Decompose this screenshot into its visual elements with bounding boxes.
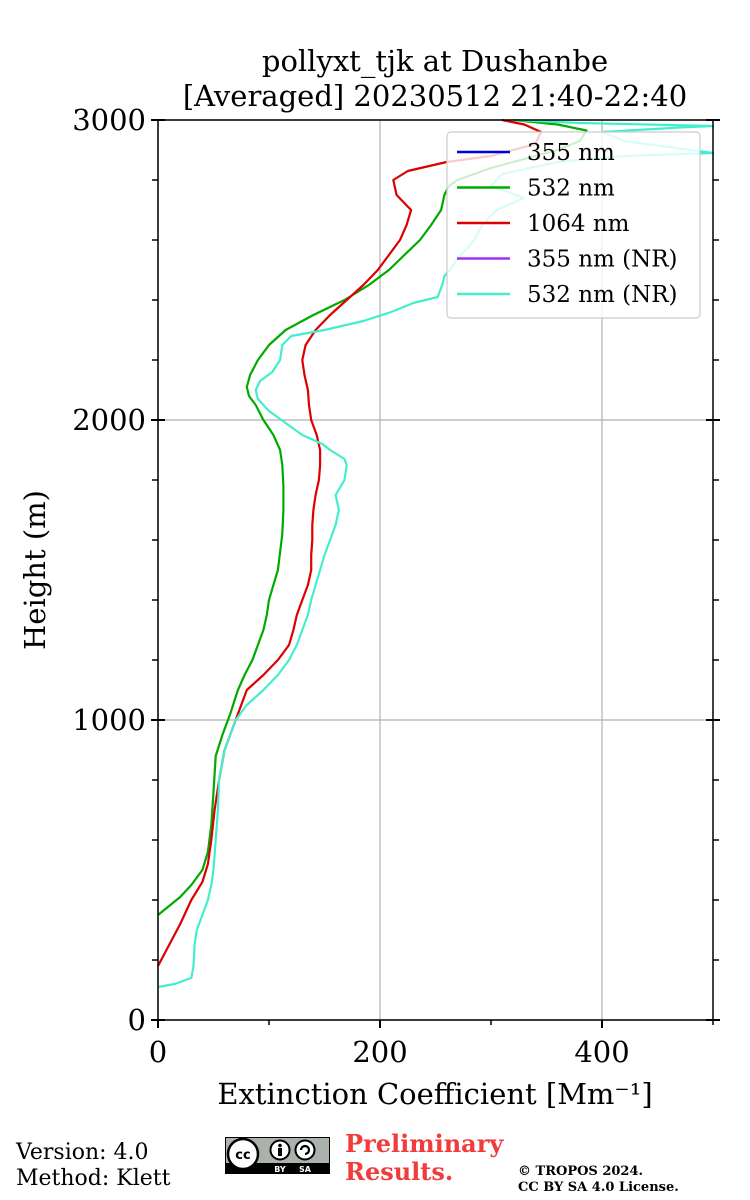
y-tick-label: 2000 xyxy=(72,403,146,437)
copyright-line2: CC BY SA 4.0 License. xyxy=(518,1180,679,1195)
y-tick-label: 0 xyxy=(128,1003,146,1037)
version-text: Version: 4.0 xyxy=(16,1140,149,1165)
legend-label: 532 nm xyxy=(527,176,615,202)
y-tick-label: 1000 xyxy=(72,703,146,737)
cc-icon xyxy=(226,1137,260,1171)
preliminary-label-line2: Results. xyxy=(345,1157,454,1186)
legend: 355 nm 532 nm 1064 nm 355 nm (NR) 532 nm (NR… xyxy=(446,131,701,319)
legend-label: 532 nm (NR) xyxy=(527,282,678,308)
method-text: Method: Klett xyxy=(16,1166,171,1191)
by-label: BY xyxy=(274,1165,286,1174)
sa-label: SA xyxy=(299,1165,312,1174)
y-tick-label: 3000 xyxy=(72,103,146,137)
legend-label: 1064 nm xyxy=(527,211,630,237)
x-axis-label: Extinction Coefficient [Mm⁻¹] xyxy=(217,1077,652,1111)
legend-label: 355 nm xyxy=(527,140,615,166)
share-alike-icon xyxy=(294,1139,316,1161)
legend-box xyxy=(446,131,701,319)
x-tick-label: 200 xyxy=(352,1035,407,1069)
cc-icon-text: cc xyxy=(235,1148,250,1163)
cc-by-sa-badge: cc BY SA xyxy=(225,1137,330,1174)
x-tick-label: 400 xyxy=(574,1035,629,1069)
plot-frame xyxy=(157,119,714,1021)
preliminary-label-line1: Preliminary xyxy=(345,1129,504,1158)
x-tick-label: 0 xyxy=(149,1035,167,1069)
series-line-532-nm xyxy=(157,118,588,916)
chart-title-line2: [Averaged] 20230512 21:40-22:40 xyxy=(183,79,687,113)
copyright-line1: © TROPOS 2024. xyxy=(518,1164,644,1179)
axis-ticks: 0 1000 2000 3000 0 200 400 xyxy=(72,103,720,1069)
chart-title-line1: pollyxt_tjk at Dushanbe xyxy=(262,44,608,79)
legend-label: 355 nm (NR) xyxy=(527,247,678,273)
y-axis-label: Height (m) xyxy=(18,490,52,650)
